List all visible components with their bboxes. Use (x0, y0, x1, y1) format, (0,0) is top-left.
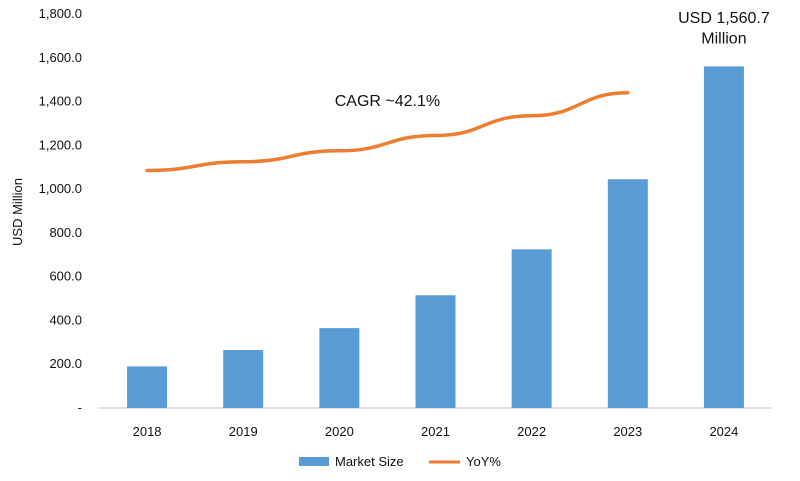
annotation-2: Million (701, 31, 746, 48)
bar-2023 (607, 179, 648, 408)
y-tick-label: 1,000.0 (39, 181, 82, 196)
bar-2018 (127, 366, 168, 408)
y-tick-label: 1,800.0 (39, 6, 82, 21)
y-tick-label: 1,600.0 (39, 50, 82, 65)
y-tick-label: - (78, 400, 82, 415)
x-tick-label: 2022 (517, 424, 546, 439)
bar-2021 (415, 295, 456, 408)
annotation-0: CAGR ~42.1% (335, 93, 440, 110)
y-axis-title: USD Million (10, 178, 25, 246)
legend-label-yoy: YoY% (466, 454, 501, 469)
bar-series (127, 66, 744, 408)
x-tick-label: 2018 (133, 424, 162, 439)
x-axis-ticks: 2018 2019 2020 2021 2022 2023 2024 (133, 424, 739, 439)
y-tick-label: 800.0 (49, 225, 82, 240)
y-tick-label: 200.0 (49, 356, 82, 371)
y-tick-label: 600.0 (49, 269, 82, 284)
y-tick-label: 400.0 (49, 312, 82, 327)
yoy-line (145, 91, 630, 173)
x-tick-label: 2020 (325, 424, 354, 439)
y-axis-label: USD Million (10, 178, 25, 246)
legend-label-market-size: Market Size (335, 454, 404, 469)
annotations: CAGR ~42.1% USD 1,560.7 Million (335, 10, 770, 110)
y-tick-label: 1,200.0 (39, 137, 82, 152)
bar-2024 (703, 66, 744, 408)
bar-2020 (319, 328, 360, 408)
x-tick-label: 2021 (421, 424, 450, 439)
y-axis-ticks: - 200.0 400.0 600.0 800.0 1,000.0 1,200.0 1,400… (39, 6, 82, 415)
legend-swatch-market-size (299, 457, 329, 466)
y-tick-label: 1,400.0 (39, 94, 82, 109)
annotation-1: USD 1,560.7 (678, 10, 770, 27)
bar-2022 (511, 249, 552, 408)
legend: Market Size YoY% (299, 454, 501, 469)
line-series (145, 91, 630, 173)
x-tick-label: 2023 (613, 424, 642, 439)
x-tick-label: 2024 (709, 424, 738, 439)
bar-2019 (223, 349, 264, 408)
x-tick-label: 2019 (229, 424, 258, 439)
